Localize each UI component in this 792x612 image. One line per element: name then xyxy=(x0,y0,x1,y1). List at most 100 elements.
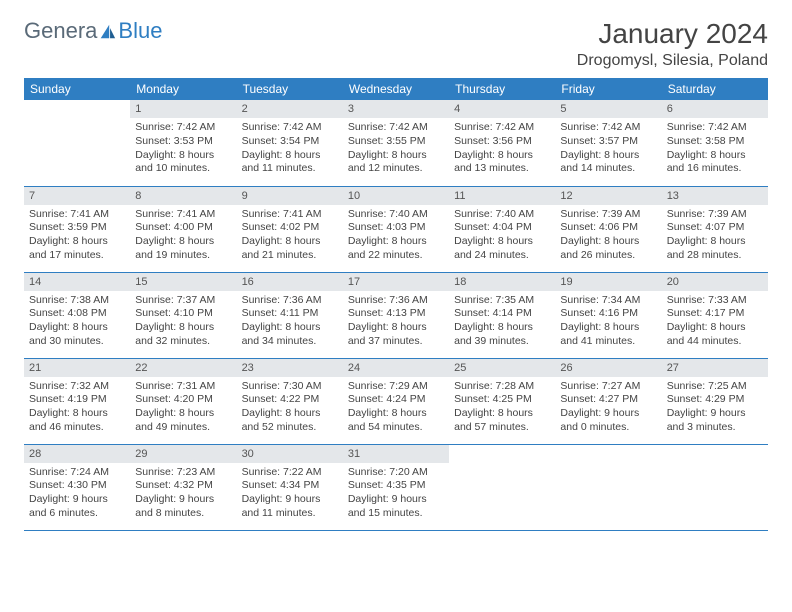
daylight-line: Daylight: 8 hours and 37 minutes. xyxy=(348,321,444,348)
sunset-line: Sunset: 3:59 PM xyxy=(29,221,125,235)
day-number: 8 xyxy=(130,187,236,205)
daylight-line: Daylight: 8 hours and 39 minutes. xyxy=(454,321,550,348)
day-number: 18 xyxy=(449,273,555,291)
sunrise-line: Sunrise: 7:41 AM xyxy=(135,208,231,222)
day-number: 29 xyxy=(130,445,236,463)
sunset-line: Sunset: 4:07 PM xyxy=(667,221,763,235)
sunrise-line: Sunrise: 7:42 AM xyxy=(135,121,231,135)
calendar-table: SundayMondayTuesdayWednesdayThursdayFrid… xyxy=(24,78,768,531)
day-number: 6 xyxy=(662,100,768,118)
sunrise-line: Sunrise: 7:30 AM xyxy=(242,380,338,394)
sail-icon xyxy=(99,23,116,40)
calendar-day: . xyxy=(449,444,555,530)
day-number: 7 xyxy=(24,187,130,205)
sunset-line: Sunset: 4:17 PM xyxy=(667,307,763,321)
day-number: 12 xyxy=(555,187,661,205)
logo-right: Blue xyxy=(118,18,162,44)
calendar-day: 14Sunrise: 7:38 AMSunset: 4:08 PMDayligh… xyxy=(24,272,130,358)
sunset-line: Sunset: 4:20 PM xyxy=(135,393,231,407)
daylight-line: Daylight: 8 hours and 16 minutes. xyxy=(667,149,763,176)
logo: Genera Blue xyxy=(24,18,162,44)
calendar-day: 3Sunrise: 7:42 AMSunset: 3:55 PMDaylight… xyxy=(343,100,449,186)
calendar-day: 8Sunrise: 7:41 AMSunset: 4:00 PMDaylight… xyxy=(130,186,236,272)
daylight-line: Daylight: 8 hours and 52 minutes. xyxy=(242,407,338,434)
calendar-day: 7Sunrise: 7:41 AMSunset: 3:59 PMDaylight… xyxy=(24,186,130,272)
daylight-line: Daylight: 8 hours and 34 minutes. xyxy=(242,321,338,348)
calendar-week: 28Sunrise: 7:24 AMSunset: 4:30 PMDayligh… xyxy=(24,444,768,530)
day-number: 23 xyxy=(237,359,343,377)
calendar-body: .1Sunrise: 7:42 AMSunset: 3:53 PMDayligh… xyxy=(24,100,768,530)
calendar-day: . xyxy=(24,100,130,186)
calendar-day: 26Sunrise: 7:27 AMSunset: 4:27 PMDayligh… xyxy=(555,358,661,444)
daylight-line: Daylight: 8 hours and 54 minutes. xyxy=(348,407,444,434)
calendar-day: 12Sunrise: 7:39 AMSunset: 4:06 PMDayligh… xyxy=(555,186,661,272)
sunrise-line: Sunrise: 7:40 AM xyxy=(348,208,444,222)
sunrise-line: Sunrise: 7:20 AM xyxy=(348,466,444,480)
sunrise-line: Sunrise: 7:39 AM xyxy=(560,208,656,222)
daylight-line: Daylight: 8 hours and 49 minutes. xyxy=(135,407,231,434)
daylight-line: Daylight: 8 hours and 57 minutes. xyxy=(454,407,550,434)
calendar-day: 18Sunrise: 7:35 AMSunset: 4:14 PMDayligh… xyxy=(449,272,555,358)
day-number: 27 xyxy=(662,359,768,377)
sunset-line: Sunset: 4:00 PM xyxy=(135,221,231,235)
sunset-line: Sunset: 4:10 PM xyxy=(135,307,231,321)
day-number: 9 xyxy=(237,187,343,205)
sunset-line: Sunset: 4:22 PM xyxy=(242,393,338,407)
calendar-day: 19Sunrise: 7:34 AMSunset: 4:16 PMDayligh… xyxy=(555,272,661,358)
daylight-line: Daylight: 8 hours and 46 minutes. xyxy=(29,407,125,434)
sunrise-line: Sunrise: 7:35 AM xyxy=(454,294,550,308)
calendar-day: 20Sunrise: 7:33 AMSunset: 4:17 PMDayligh… xyxy=(662,272,768,358)
sunset-line: Sunset: 4:19 PM xyxy=(29,393,125,407)
day-number: 2 xyxy=(237,100,343,118)
calendar-day: . xyxy=(555,444,661,530)
day-number: 10 xyxy=(343,187,449,205)
daylight-line: Daylight: 8 hours and 30 minutes. xyxy=(29,321,125,348)
sunrise-line: Sunrise: 7:42 AM xyxy=(242,121,338,135)
sunrise-line: Sunrise: 7:31 AM xyxy=(135,380,231,394)
calendar-day: 17Sunrise: 7:36 AMSunset: 4:13 PMDayligh… xyxy=(343,272,449,358)
sunset-line: Sunset: 4:11 PM xyxy=(242,307,338,321)
sunset-line: Sunset: 4:08 PM xyxy=(29,307,125,321)
day-number: 28 xyxy=(24,445,130,463)
day-number: 5 xyxy=(555,100,661,118)
weekday-header: Wednesday xyxy=(343,78,449,100)
day-number: 17 xyxy=(343,273,449,291)
sunrise-line: Sunrise: 7:28 AM xyxy=(454,380,550,394)
sunrise-line: Sunrise: 7:22 AM xyxy=(242,466,338,480)
sunset-line: Sunset: 4:24 PM xyxy=(348,393,444,407)
weekday-header: Thursday xyxy=(449,78,555,100)
calendar-day: 11Sunrise: 7:40 AMSunset: 4:04 PMDayligh… xyxy=(449,186,555,272)
sunrise-line: Sunrise: 7:25 AM xyxy=(667,380,763,394)
sunrise-line: Sunrise: 7:38 AM xyxy=(29,294,125,308)
daylight-line: Daylight: 8 hours and 11 minutes. xyxy=(242,149,338,176)
day-number: 25 xyxy=(449,359,555,377)
daylight-line: Daylight: 8 hours and 13 minutes. xyxy=(454,149,550,176)
calendar-day: 28Sunrise: 7:24 AMSunset: 4:30 PMDayligh… xyxy=(24,444,130,530)
sunset-line: Sunset: 4:06 PM xyxy=(560,221,656,235)
sunset-line: Sunset: 4:04 PM xyxy=(454,221,550,235)
weekday-header: Sunday xyxy=(24,78,130,100)
sunrise-line: Sunrise: 7:36 AM xyxy=(242,294,338,308)
sunset-line: Sunset: 3:58 PM xyxy=(667,135,763,149)
day-number: 4 xyxy=(449,100,555,118)
calendar-day: 27Sunrise: 7:25 AMSunset: 4:29 PMDayligh… xyxy=(662,358,768,444)
daylight-line: Daylight: 8 hours and 41 minutes. xyxy=(560,321,656,348)
day-number: 11 xyxy=(449,187,555,205)
daylight-line: Daylight: 9 hours and 11 minutes. xyxy=(242,493,338,520)
sunset-line: Sunset: 3:55 PM xyxy=(348,135,444,149)
weekday-header: Saturday xyxy=(662,78,768,100)
sunset-line: Sunset: 4:32 PM xyxy=(135,479,231,493)
sunrise-line: Sunrise: 7:42 AM xyxy=(560,121,656,135)
sunset-line: Sunset: 3:57 PM xyxy=(560,135,656,149)
day-number: 30 xyxy=(237,445,343,463)
daylight-line: Daylight: 8 hours and 21 minutes. xyxy=(242,235,338,262)
daylight-line: Daylight: 8 hours and 14 minutes. xyxy=(560,149,656,176)
calendar-day: 6Sunrise: 7:42 AMSunset: 3:58 PMDaylight… xyxy=(662,100,768,186)
daylight-line: Daylight: 9 hours and 3 minutes. xyxy=(667,407,763,434)
day-number: 26 xyxy=(555,359,661,377)
day-number: 31 xyxy=(343,445,449,463)
sunrise-line: Sunrise: 7:42 AM xyxy=(348,121,444,135)
sunrise-line: Sunrise: 7:29 AM xyxy=(348,380,444,394)
sunset-line: Sunset: 3:54 PM xyxy=(242,135,338,149)
calendar-day: 13Sunrise: 7:39 AMSunset: 4:07 PMDayligh… xyxy=(662,186,768,272)
